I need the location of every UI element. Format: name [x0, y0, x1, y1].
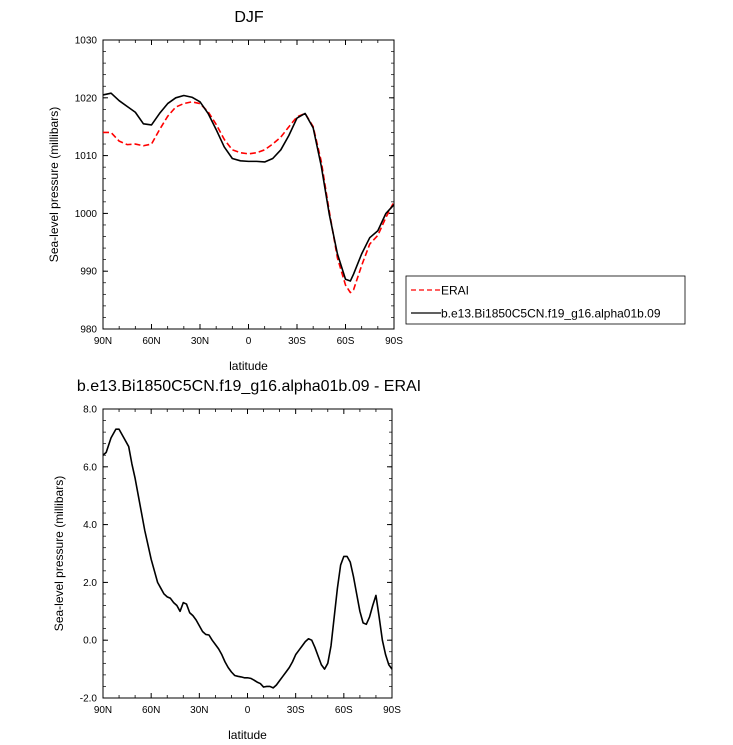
x-tick-label: 90N	[94, 336, 112, 347]
y-axis-label: Sea-level pressure (millibars)	[47, 107, 61, 262]
x-tick-label: 60N	[142, 705, 160, 716]
x-tick-label: 0	[245, 705, 251, 716]
x-tick-label: 0	[246, 336, 252, 347]
x-tick-label: 90S	[385, 336, 403, 347]
legend-box	[405, 275, 686, 325]
y-axis-label: Sea-level pressure (millibars)	[52, 476, 66, 631]
x-axis-label: latitude	[229, 359, 268, 373]
x-tick-label: 60S	[335, 705, 353, 716]
axis-ticks: 90N 60N 30N 0 30S 60S 90S 980 990 1000 1010 1020 103…	[75, 36, 403, 348]
x-tick-label: 30N	[190, 705, 208, 716]
x-tick-label: 90S	[383, 705, 401, 716]
axis-ticks: 90N 60N 30N 0 30S 60S 90S -2.0 0.0 2.0 4.0 6.0 8.0	[80, 405, 401, 717]
chart-panel-top: DJF 90N 60N 30N 0 30S 60S 90S 980 990 1000 1010 102…	[47, 9, 686, 373]
legend-label-model: b.e13.Bi1850C5CN.f19_g16.alpha01b.09	[441, 307, 661, 321]
x-tick-label: 30N	[191, 336, 209, 347]
chart-panel-bottom: b.e13.Bi1850C5CN.f19_g16.alpha01b.09 - E…	[52, 378, 421, 742]
chart-title: DJF	[234, 9, 264, 26]
series-group	[102, 92, 395, 294]
chart-title: b.e13.Bi1850C5CN.f19_g16.alpha01b.09 - E…	[77, 378, 421, 395]
series-line-erai	[103, 101, 395, 294]
x-tick-label: 90N	[94, 705, 112, 716]
y-tick-label: 2.0	[83, 578, 97, 589]
y-tick-label: 1010	[75, 151, 98, 162]
x-tick-label: 30S	[287, 705, 305, 716]
x-tick-label: 30S	[288, 336, 306, 347]
legend-label-erai: ERAI	[441, 284, 469, 298]
plot-frame	[102, 408, 393, 699]
plot-frame	[102, 39, 395, 330]
legend: ERAI b.e13.Bi1850C5CN.f19_g16.alpha01b.0…	[405, 275, 686, 325]
y-tick-label: 980	[80, 325, 97, 336]
y-tick-label: 1030	[75, 36, 98, 47]
y-tick-label: 990	[80, 267, 97, 278]
y-tick-label: 8.0	[83, 405, 97, 416]
x-tick-label: 60S	[337, 336, 355, 347]
x-axis-label: latitude	[228, 728, 267, 742]
y-tick-label: 0.0	[83, 636, 97, 647]
y-tick-label: -2.0	[80, 694, 98, 705]
series-line-0	[102, 428, 393, 689]
series-line-b	[102, 92, 395, 282]
y-tick-label: 1020	[75, 93, 98, 104]
y-tick-label: 1000	[75, 209, 98, 220]
y-tick-label: 6.0	[83, 462, 97, 473]
y-tick-label: 4.0	[83, 520, 97, 531]
series-group	[102, 428, 393, 689]
x-tick-label: 60N	[142, 336, 160, 347]
